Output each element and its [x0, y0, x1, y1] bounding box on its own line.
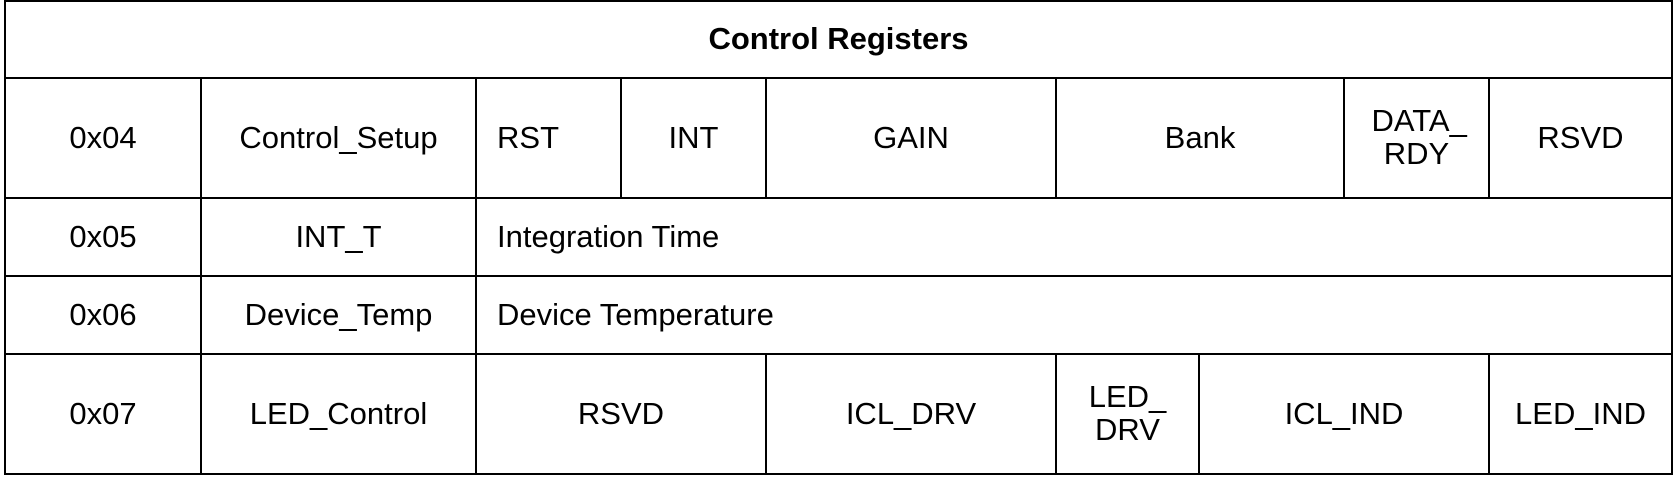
register-address: 0x06	[4, 275, 202, 355]
field-data-rdy-label: DATA_ RDY	[1371, 103, 1467, 171]
register-address: 0x04	[4, 77, 202, 199]
register-name: Control_Setup	[200, 77, 477, 199]
register-address: 0x07	[4, 353, 202, 475]
field-bank: Bank	[1055, 77, 1345, 199]
table-row: 0x04 Control_Setup RST INT GAIN Bank DAT…	[4, 77, 1673, 199]
field-led-ind: LED_IND	[1488, 353, 1673, 475]
field-int: INT	[620, 77, 767, 199]
field-rsvd: RSVD	[475, 353, 767, 475]
field-device-temperature: Device Temperature	[475, 275, 1673, 355]
register-name: LED_Control	[200, 353, 477, 475]
field-rst: RST	[475, 77, 622, 199]
table-title-row: Control Registers	[4, 0, 1673, 79]
control-registers-table: Control Registers 0x04 Control_Setup RST…	[4, 0, 1673, 475]
field-integration-time: Integration Time	[475, 197, 1673, 277]
register-address: 0x05	[4, 197, 202, 277]
field-data-rdy: DATA_ RDY	[1343, 77, 1490, 199]
field-led-drv: LED_ DRV	[1055, 353, 1200, 475]
field-led-drv-label: LED_ DRV	[1088, 379, 1167, 447]
table-title: Control Registers	[4, 0, 1673, 79]
register-name: Device_Temp	[200, 275, 477, 355]
field-icl-drv: ICL_DRV	[765, 353, 1057, 475]
field-gain: GAIN	[765, 77, 1057, 199]
table-row: 0x05 INT_T Integration Time	[4, 197, 1673, 277]
field-icl-ind: ICL_IND	[1198, 353, 1490, 475]
table-row: 0x06 Device_Temp Device Temperature	[4, 275, 1673, 355]
field-rsvd: RSVD	[1488, 77, 1673, 199]
table-row: 0x07 LED_Control RSVD ICL_DRV LED_ DRV I…	[4, 353, 1673, 475]
register-name: INT_T	[200, 197, 477, 277]
